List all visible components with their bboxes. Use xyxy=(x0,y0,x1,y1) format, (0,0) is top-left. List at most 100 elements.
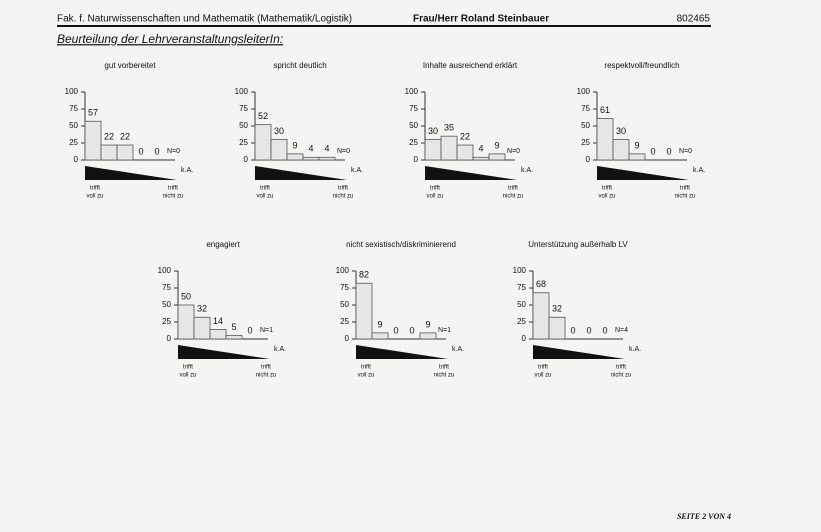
y-tick-label: 50 xyxy=(239,121,248,130)
scale-right: nicht zu xyxy=(333,194,354,200)
value-label: 9 xyxy=(634,140,639,150)
y-tick-label: 0 xyxy=(167,334,172,343)
y-tick-label: 0 xyxy=(522,334,527,343)
value-label: 0 xyxy=(409,325,414,335)
bar xyxy=(424,139,442,161)
bar xyxy=(254,124,272,161)
value-label: 0 xyxy=(650,146,655,156)
y-tick-label: 75 xyxy=(162,283,171,292)
y-tick-label: 75 xyxy=(409,104,418,113)
y-tick-label: 0 xyxy=(244,155,249,164)
na-category: k.A. xyxy=(521,167,533,174)
y-tick-label: 50 xyxy=(409,121,418,130)
value-label: 68 xyxy=(536,279,546,289)
value-label: 4 xyxy=(308,144,313,154)
bar xyxy=(456,144,474,161)
scale-right: nicht zu xyxy=(434,373,455,379)
scale-wedge xyxy=(425,166,517,180)
value-label: 52 xyxy=(258,111,268,121)
chart-title: Inhalte ausreichend erklärt xyxy=(423,61,518,70)
scale-right: nicht zu xyxy=(503,194,524,200)
value-label: 32 xyxy=(552,304,562,314)
scale-right: nicht zu xyxy=(256,373,277,379)
na-count: N=1 xyxy=(260,327,273,334)
value-label: 4 xyxy=(478,144,483,154)
y-tick-label: 50 xyxy=(340,300,349,309)
chart-title: nicht sexistisch/diskriminierend xyxy=(346,240,456,249)
scale-right: trifft xyxy=(616,365,626,371)
y-tick-label: 75 xyxy=(239,104,248,113)
scale-left: trifft xyxy=(430,186,440,192)
bar xyxy=(472,156,490,161)
y-tick-label: 25 xyxy=(69,138,78,147)
scale-left: voll zu xyxy=(598,194,615,200)
scale-left: voll zu xyxy=(357,373,374,379)
value-label: 9 xyxy=(377,319,382,329)
na-category: k.A. xyxy=(693,167,705,174)
scale-left: trifft xyxy=(602,186,612,192)
value-label: 0 xyxy=(570,325,575,335)
y-tick-label: 50 xyxy=(69,121,78,130)
scale-wedge xyxy=(356,345,448,359)
y-tick-label: 75 xyxy=(340,283,349,292)
y-tick-label: 100 xyxy=(577,87,591,96)
scale-wedge xyxy=(597,166,689,180)
bar xyxy=(488,153,506,161)
bar xyxy=(286,153,304,161)
chart-title: engagiert xyxy=(206,240,240,249)
bar xyxy=(532,292,550,340)
bar xyxy=(116,144,134,161)
value-label: 30 xyxy=(616,126,626,136)
na-count: N=0 xyxy=(507,148,520,155)
value-label: 0 xyxy=(602,325,607,335)
bar xyxy=(628,153,646,161)
y-tick-label: 0 xyxy=(414,155,419,164)
scale-right: nicht zu xyxy=(611,373,632,379)
value-label: 82 xyxy=(359,270,369,280)
y-tick-label: 25 xyxy=(340,317,349,326)
scale-right: trifft xyxy=(680,186,690,192)
chart-title: Unterstützung außerhalb LV xyxy=(528,240,628,249)
scale-wedge xyxy=(85,166,177,180)
value-label: 0 xyxy=(154,146,159,156)
bar xyxy=(318,156,336,161)
na-category: k.A. xyxy=(274,346,286,353)
bar xyxy=(548,316,566,340)
bar xyxy=(225,335,243,340)
na-count: N=0 xyxy=(337,148,350,155)
value-label: 0 xyxy=(666,146,671,156)
value-label: 9 xyxy=(292,140,297,150)
y-tick-label: 100 xyxy=(65,87,79,96)
value-label: 22 xyxy=(104,131,114,141)
value-label: 30 xyxy=(274,126,284,136)
scale-left: trifft xyxy=(183,365,193,371)
na-category: k.A. xyxy=(351,167,363,174)
scale-left: voll zu xyxy=(179,373,196,379)
value-label: 57 xyxy=(88,108,98,118)
chart-title: spricht deutlich xyxy=(273,61,326,70)
value-label: 32 xyxy=(197,304,207,314)
value-label: 0 xyxy=(393,325,398,335)
y-tick-label: 50 xyxy=(162,300,171,309)
value-label: 50 xyxy=(181,291,191,301)
bar xyxy=(100,144,118,161)
na-category: k.A. xyxy=(629,346,641,353)
bar xyxy=(596,118,614,161)
bar xyxy=(612,139,630,161)
na-category: k.A. xyxy=(452,346,464,353)
value-label: 22 xyxy=(460,131,470,141)
bar xyxy=(355,282,373,340)
scale-left: voll zu xyxy=(86,194,103,200)
y-tick-label: 25 xyxy=(409,138,418,147)
faculty: Fak. f. Naturwissenschaften und Mathemat… xyxy=(57,14,352,25)
y-tick-label: 25 xyxy=(581,138,590,147)
chart-title: gut vorbereitet xyxy=(104,61,156,70)
bar xyxy=(84,120,102,161)
bar xyxy=(270,139,288,161)
course-number: 802465 xyxy=(677,14,711,25)
y-tick-label: 25 xyxy=(517,317,526,326)
value-label: 9 xyxy=(425,319,430,329)
bar xyxy=(419,332,437,340)
bar xyxy=(302,156,320,161)
value-label: 61 xyxy=(600,105,610,115)
